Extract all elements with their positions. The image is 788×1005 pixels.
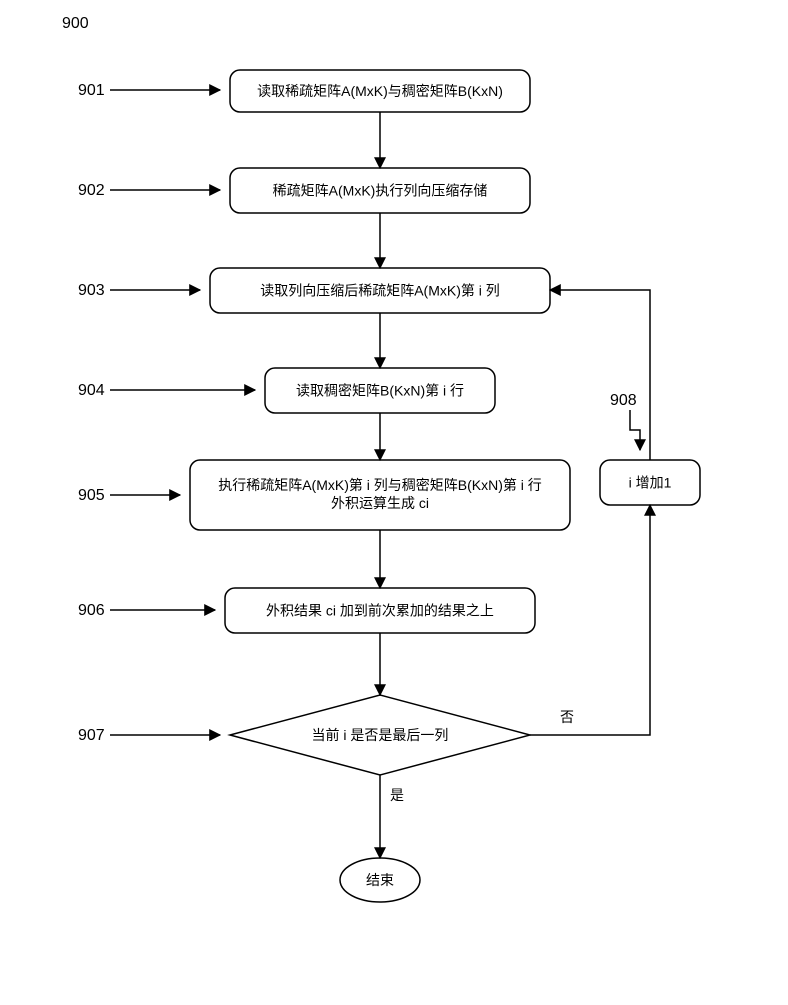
- branch-yes-label: 是: [390, 787, 404, 803]
- process-n905-text-0: 执行稀疏矩阵A(MxK)第 i 列与稠密矩阵B(KxN)第 i 行: [218, 477, 542, 493]
- ref-label-903: 903: [78, 282, 105, 299]
- process-n905-text-1: 外积运算生成 ci: [331, 495, 429, 511]
- process-n906-text: 外积结果 ci 加到前次累加的结果之上: [266, 603, 494, 619]
- process-n908-text: i 增加1: [629, 475, 672, 491]
- ref-label-902: 902: [78, 182, 105, 199]
- ref-label-905: 905: [78, 487, 105, 504]
- ref-label-901: 901: [78, 82, 105, 99]
- ref-label-907: 907: [78, 727, 105, 744]
- ref-arrow-908: [630, 410, 640, 450]
- process-n903-text: 读取列向压缩后稀疏矩阵A(MxK)第 i 列: [260, 283, 500, 299]
- terminator-text: 结束: [366, 872, 394, 888]
- ref-label-906: 906: [78, 602, 105, 619]
- ref-label-908: 908: [610, 392, 637, 409]
- process-n904-text: 读取稠密矩阵B(KxN)第 i 行: [296, 383, 464, 399]
- figure-label: 900: [62, 15, 89, 32]
- process-n901-text: 读取稀疏矩阵A(MxK)与稠密矩阵B(KxN): [257, 83, 503, 99]
- flow-arrow-7: [530, 505, 650, 735]
- process-n902-text: 稀疏矩阵A(MxK)执行列向压缩存储: [273, 183, 488, 199]
- flow-arrow-8: [550, 290, 650, 460]
- flowchart-canvas: 900 读取稀疏矩阵A(MxK)与稠密矩阵B(KxN) 稀疏矩阵A(MxK)执行列向…: [0, 0, 788, 1000]
- branch-no-label: 否: [560, 709, 574, 725]
- decision-text: 当前 i 是否是最后一列: [312, 727, 449, 743]
- ref-label-904: 904: [78, 382, 105, 399]
